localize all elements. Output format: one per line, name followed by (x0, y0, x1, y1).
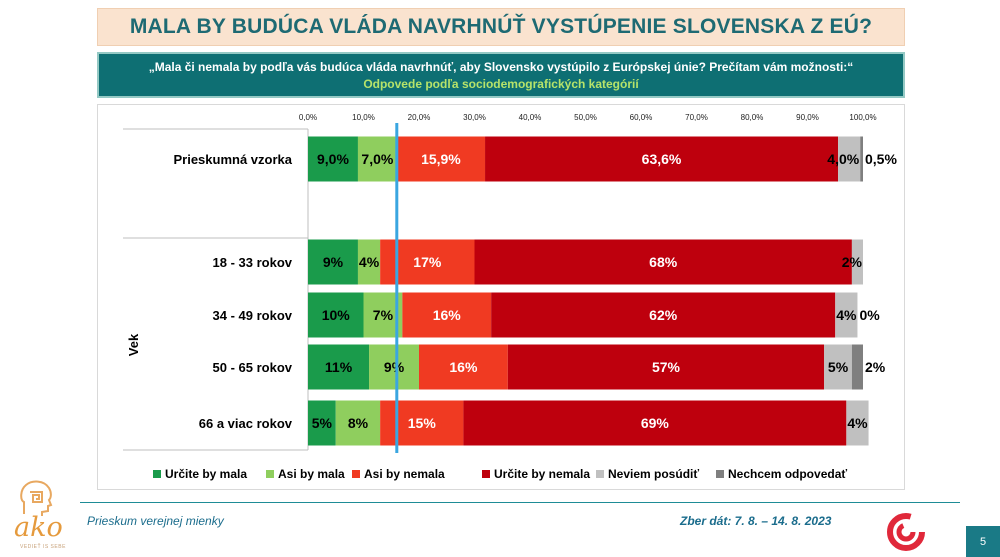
bar-segment-certainly-yes (308, 136, 358, 182)
data-label-rather-no: 16% (433, 307, 462, 323)
data-label-certainly-yes: 9% (323, 254, 344, 270)
data-label-rather-no: 16% (449, 359, 478, 375)
x-tick-label: 100,0% (849, 113, 876, 122)
category-label: 50 - 65 rokov (213, 360, 293, 375)
x-tick-label: 40,0% (519, 113, 542, 122)
data-label-certainly-no: 57% (652, 359, 681, 375)
legend-swatch-refused (716, 470, 724, 478)
data-label-certainly-yes: 5% (312, 415, 333, 431)
legend-swatch-rather-yes (266, 470, 274, 478)
data-label-certainly-no: 63,6% (642, 151, 682, 167)
question-text: „Mala či nemala by podľa vás budúca vlád… (148, 59, 854, 74)
footer-divider (80, 502, 960, 503)
bar-segment-certainly-no (491, 292, 836, 338)
footer-left-text: Prieskum verejnej mienky (87, 514, 224, 528)
bar-segment-certainly-no (485, 136, 839, 182)
logo-tagline: VEDIEŤ IS SEBE (20, 544, 66, 550)
category-label: Prieskumná vzorka (173, 152, 292, 167)
bar-segment-certainly-no (474, 239, 852, 285)
data-label-rather-yes: 4% (359, 254, 380, 270)
legend-label-dont-know: Neviem posúdiť (608, 467, 699, 481)
bar-segment-certainly-yes (308, 400, 336, 446)
legend-label-certainly-yes: Určite by mala (165, 467, 247, 481)
agency-swirl-logo-icon (887, 513, 925, 551)
data-label-certainly-yes: 10% (322, 307, 351, 323)
data-label-dont-know: 2% (842, 254, 863, 270)
logo-word: ako (14, 512, 63, 543)
data-label-dont-know: 5% (828, 359, 849, 375)
data-label-certainly-no: 69% (641, 415, 670, 431)
data-label-rather-yes: 9% (384, 359, 405, 375)
legend-label-refused: Nechcem odpovedať (728, 467, 847, 481)
bar-segment-certainly-yes (308, 292, 364, 338)
x-tick-label: 0,0% (299, 113, 317, 122)
category-label: 66 a viac rokov (199, 416, 293, 431)
data-label-dont-know: 4,0% (827, 151, 859, 167)
data-label-rather-no: 15% (408, 415, 437, 431)
legend-label-certainly-no: Určite by nemala (494, 467, 590, 481)
x-tick-label: 10,0% (352, 113, 375, 122)
data-label-refused: 0% (859, 307, 880, 323)
stacked-bar-chart: 0,0% 10,0% 20,0% 30,0% 40,0% 50,0% 60,0% 70,0% 8… (123, 113, 897, 481)
x-tick-label: 60,0% (630, 113, 653, 122)
title-bar: MALA BY BUDÚCA VLÁDA NAVRHNÚŤ VYSTÚPENIE… (97, 8, 905, 46)
bar-segment-dont-know (835, 292, 858, 338)
legend-swatch-certainly-no (482, 470, 490, 478)
bar-segment-certainly-yes (308, 344, 370, 390)
bar-segment-dont-know (838, 136, 861, 182)
chart-title: MALA BY BUDÚCA VLÁDA NAVRHNÚŤ VYSTÚPENIE… (129, 15, 873, 38)
bar-segment-rather-yes (357, 136, 397, 182)
x-tick-label: 20,0% (408, 113, 431, 122)
data-label-rather-no: 17% (413, 254, 442, 270)
data-label-certainly-no: 68% (649, 254, 678, 270)
bar-segment-rather-yes (369, 344, 419, 390)
legend-swatch-rather-no (352, 470, 360, 478)
data-label-dont-know: 4% (836, 307, 857, 323)
bar-segment-rather-no (402, 292, 492, 338)
x-tick-label: 70,0% (685, 113, 708, 122)
data-label-refused: 0,5% (865, 151, 897, 167)
data-label-rather-no: 15,9% (421, 151, 461, 167)
category-label: 18 - 33 rokov (213, 255, 293, 270)
ako-logo: ako VEDIEŤ IS SEBE (10, 478, 70, 552)
legend-label-rather-no: Asi by nemala (364, 467, 445, 481)
data-label-rather-yes: 8% (348, 415, 369, 431)
data-label-refused: 2% (865, 359, 886, 375)
question-panel: „Mala či nemala by podľa vás budúca vlád… (97, 52, 905, 98)
data-label-dont-know: 4% (847, 415, 868, 431)
data-label-certainly-yes: 11% (325, 359, 353, 375)
bar-segment-certainly-no (463, 400, 847, 446)
bar-segment-rather-no (396, 136, 486, 182)
bar-segment-rather-yes (357, 239, 381, 285)
group-label-vek: Vek (126, 333, 141, 356)
bar-segment-dont-know (824, 344, 852, 390)
x-tick-label: 90,0% (796, 113, 819, 122)
bar-segment-dont-know (846, 400, 869, 446)
category-label: 34 - 49 rokov (213, 308, 293, 323)
page-number: 5 (966, 526, 1000, 557)
bar-segment-rather-yes (335, 400, 381, 446)
legend-label-rather-yes: Asi by mala (278, 467, 345, 481)
chart-subtitle: Odpovede podľa sociodemografických kateg… (363, 76, 639, 91)
legend-swatch-dont-know (596, 470, 604, 478)
legend-swatch-certainly-yes (153, 470, 161, 478)
chart-frame: 0,0% 10,0% 20,0% 30,0% 40,0% 50,0% 60,0% 70,0% 8… (97, 104, 905, 490)
footer-date-text: Zber dát: 7. 8. – 14. 8. 2023 (680, 514, 832, 528)
x-tick-label: 30,0% (463, 113, 486, 122)
data-label-certainly-yes: 9,0% (317, 151, 349, 167)
data-label-rather-yes: 7% (373, 307, 394, 323)
bar-segment-dont-know (851, 239, 863, 285)
data-label-rather-yes: 7,0% (361, 151, 393, 167)
head-spiral-icon (20, 480, 53, 516)
bar-segment-refused (851, 344, 863, 390)
x-tick-label: 80,0% (741, 113, 764, 122)
bar-segment-rather-no (380, 400, 464, 446)
x-tick-label: 50,0% (574, 113, 597, 122)
bar-segment-rather-no (419, 344, 508, 390)
bar-segment-certainly-no (507, 344, 825, 390)
bar-segment-certainly-yes (308, 239, 358, 285)
bar-segment-refused (860, 136, 863, 182)
data-label-certainly-no: 62% (649, 307, 678, 323)
